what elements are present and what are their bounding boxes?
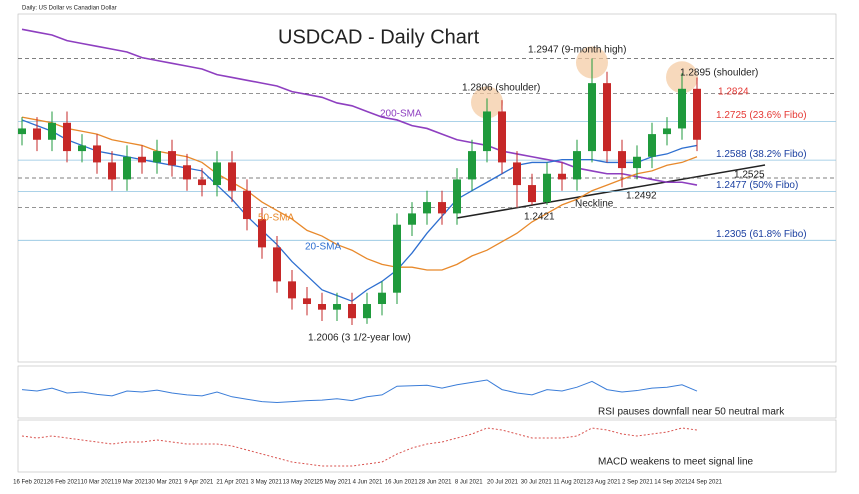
chart-title: USDCAD - Daily Chart (278, 26, 480, 48)
annotation: 1.2006 (3 1/2-year low) (308, 333, 411, 344)
candle-body (393, 224, 401, 293)
candle-body (123, 156, 131, 180)
candle-body (48, 122, 56, 140)
candle-body (33, 128, 41, 140)
annotation: 1.2492 (626, 191, 657, 202)
macd-note: MACD weakens to meet signal line (598, 457, 754, 468)
x-tick-label: 20 Jul 2021 (487, 480, 519, 486)
candle-body (408, 213, 416, 225)
candle-body (243, 190, 251, 220)
candle-body (453, 179, 461, 214)
sma-line (21, 28, 698, 186)
annotation: 1.2525 (734, 170, 765, 181)
x-tick-label: 28 Jun 2021 (418, 480, 452, 486)
annotation: 1.2824 (718, 87, 749, 98)
candle-body (93, 145, 101, 163)
x-tick-label: 14 Sep 2021 (654, 480, 689, 486)
candle-body (618, 151, 626, 169)
x-tick-label: 25 May 2021 (316, 480, 351, 486)
x-tick-label: 2 Sep 2021 (622, 480, 653, 486)
annotation: 50-SMA (258, 213, 294, 224)
sma-line (21, 119, 698, 302)
candle-body (258, 219, 266, 248)
candle-body (498, 111, 506, 163)
candle-body (558, 173, 566, 180)
fibo-label: 1.2477 (50% Fibo) (716, 180, 798, 191)
candle-body (513, 162, 521, 186)
fibo-label: 1.2305 (61.8% Fibo) (716, 229, 807, 240)
macd-panel (17, 419, 837, 473)
x-tick-label: 9 Apr 2021 (184, 480, 214, 486)
rsi-note: RSI pauses downfall near 50 neutral mark (598, 407, 785, 418)
candle-body (183, 165, 191, 180)
candle-body (663, 128, 671, 135)
candle-body (438, 202, 446, 214)
candle-body (78, 145, 86, 152)
x-tick-label: 8 Jul 2021 (455, 480, 483, 486)
candle-body (468, 151, 476, 180)
x-tick-label: 24 Sep 2021 (688, 480, 723, 486)
annotation: 200-SMA (380, 109, 422, 120)
main-panel (17, 13, 837, 363)
candle-body (363, 304, 371, 319)
annotation: 1.2895 (shoulder) (680, 68, 758, 79)
candle-body (288, 281, 296, 299)
x-tick-label: 26 Feb 2021 (47, 480, 81, 486)
candle-body (573, 151, 581, 180)
candle-body (213, 162, 221, 186)
annotation: 1.2947 (9-month high) (528, 45, 626, 56)
rsi-panel (17, 365, 837, 419)
candle-body (378, 292, 386, 305)
candle-body (648, 134, 656, 157)
x-tick-label: 10 Mar 2021 (81, 480, 115, 486)
candle-body (693, 88, 701, 140)
candle-body (198, 179, 206, 186)
x-tick-label: 16 Feb 2021 (13, 480, 47, 486)
x-tick-label: 23 Aug 2021 (587, 480, 621, 486)
candle-body (138, 156, 146, 163)
x-tick-label: 16 Jun 2021 (385, 480, 419, 486)
candle-body (633, 156, 641, 169)
x-tick-label: 3 May 2021 (251, 480, 283, 486)
x-tick-label: 30 Jul 2021 (521, 480, 553, 486)
annotation: 1.2421 (524, 212, 555, 223)
subtitle: Daily: US Dollar vs Canadian Dollar (22, 6, 117, 12)
x-tick-label: 4 Jun 2021 (353, 480, 383, 486)
annotation: 1.2806 (shoulder) (462, 83, 540, 94)
candle-body (63, 122, 71, 152)
candle-body (423, 202, 431, 214)
candle-body (588, 83, 596, 152)
x-tick-label: 19 Mar 2021 (114, 480, 148, 486)
candle-body (228, 162, 236, 191)
fibo-label: 1.2725 (23.6% Fibo) (716, 110, 807, 121)
annotation: 20-SMA (305, 242, 341, 253)
candle-body (603, 83, 611, 152)
candle-body (168, 151, 176, 166)
candle-body (303, 298, 311, 305)
annotation: Neckline (575, 199, 614, 210)
candle-body (543, 173, 551, 203)
x-tick-label: 11 Aug 2021 (553, 480, 587, 486)
rsi-line (21, 379, 698, 404)
x-tick-label: 21 Apr 2021 (216, 480, 249, 486)
candle-body (333, 304, 341, 310)
x-tick-label: 30 Mar 2021 (148, 480, 182, 486)
candle-body (18, 128, 26, 135)
x-tick-label: 13 May 2021 (283, 480, 318, 486)
candle-body (678, 88, 686, 129)
candle-body (318, 304, 326, 310)
candle-body (273, 247, 281, 282)
sma-line (21, 116, 698, 271)
fibo-label: 1.2588 (38.2% Fibo) (716, 149, 807, 160)
candle-body (348, 304, 356, 319)
candle-body (153, 151, 161, 163)
candle-body (528, 185, 536, 203)
macd-line (21, 427, 698, 467)
candle-body (108, 162, 116, 180)
candle-body (483, 111, 491, 152)
